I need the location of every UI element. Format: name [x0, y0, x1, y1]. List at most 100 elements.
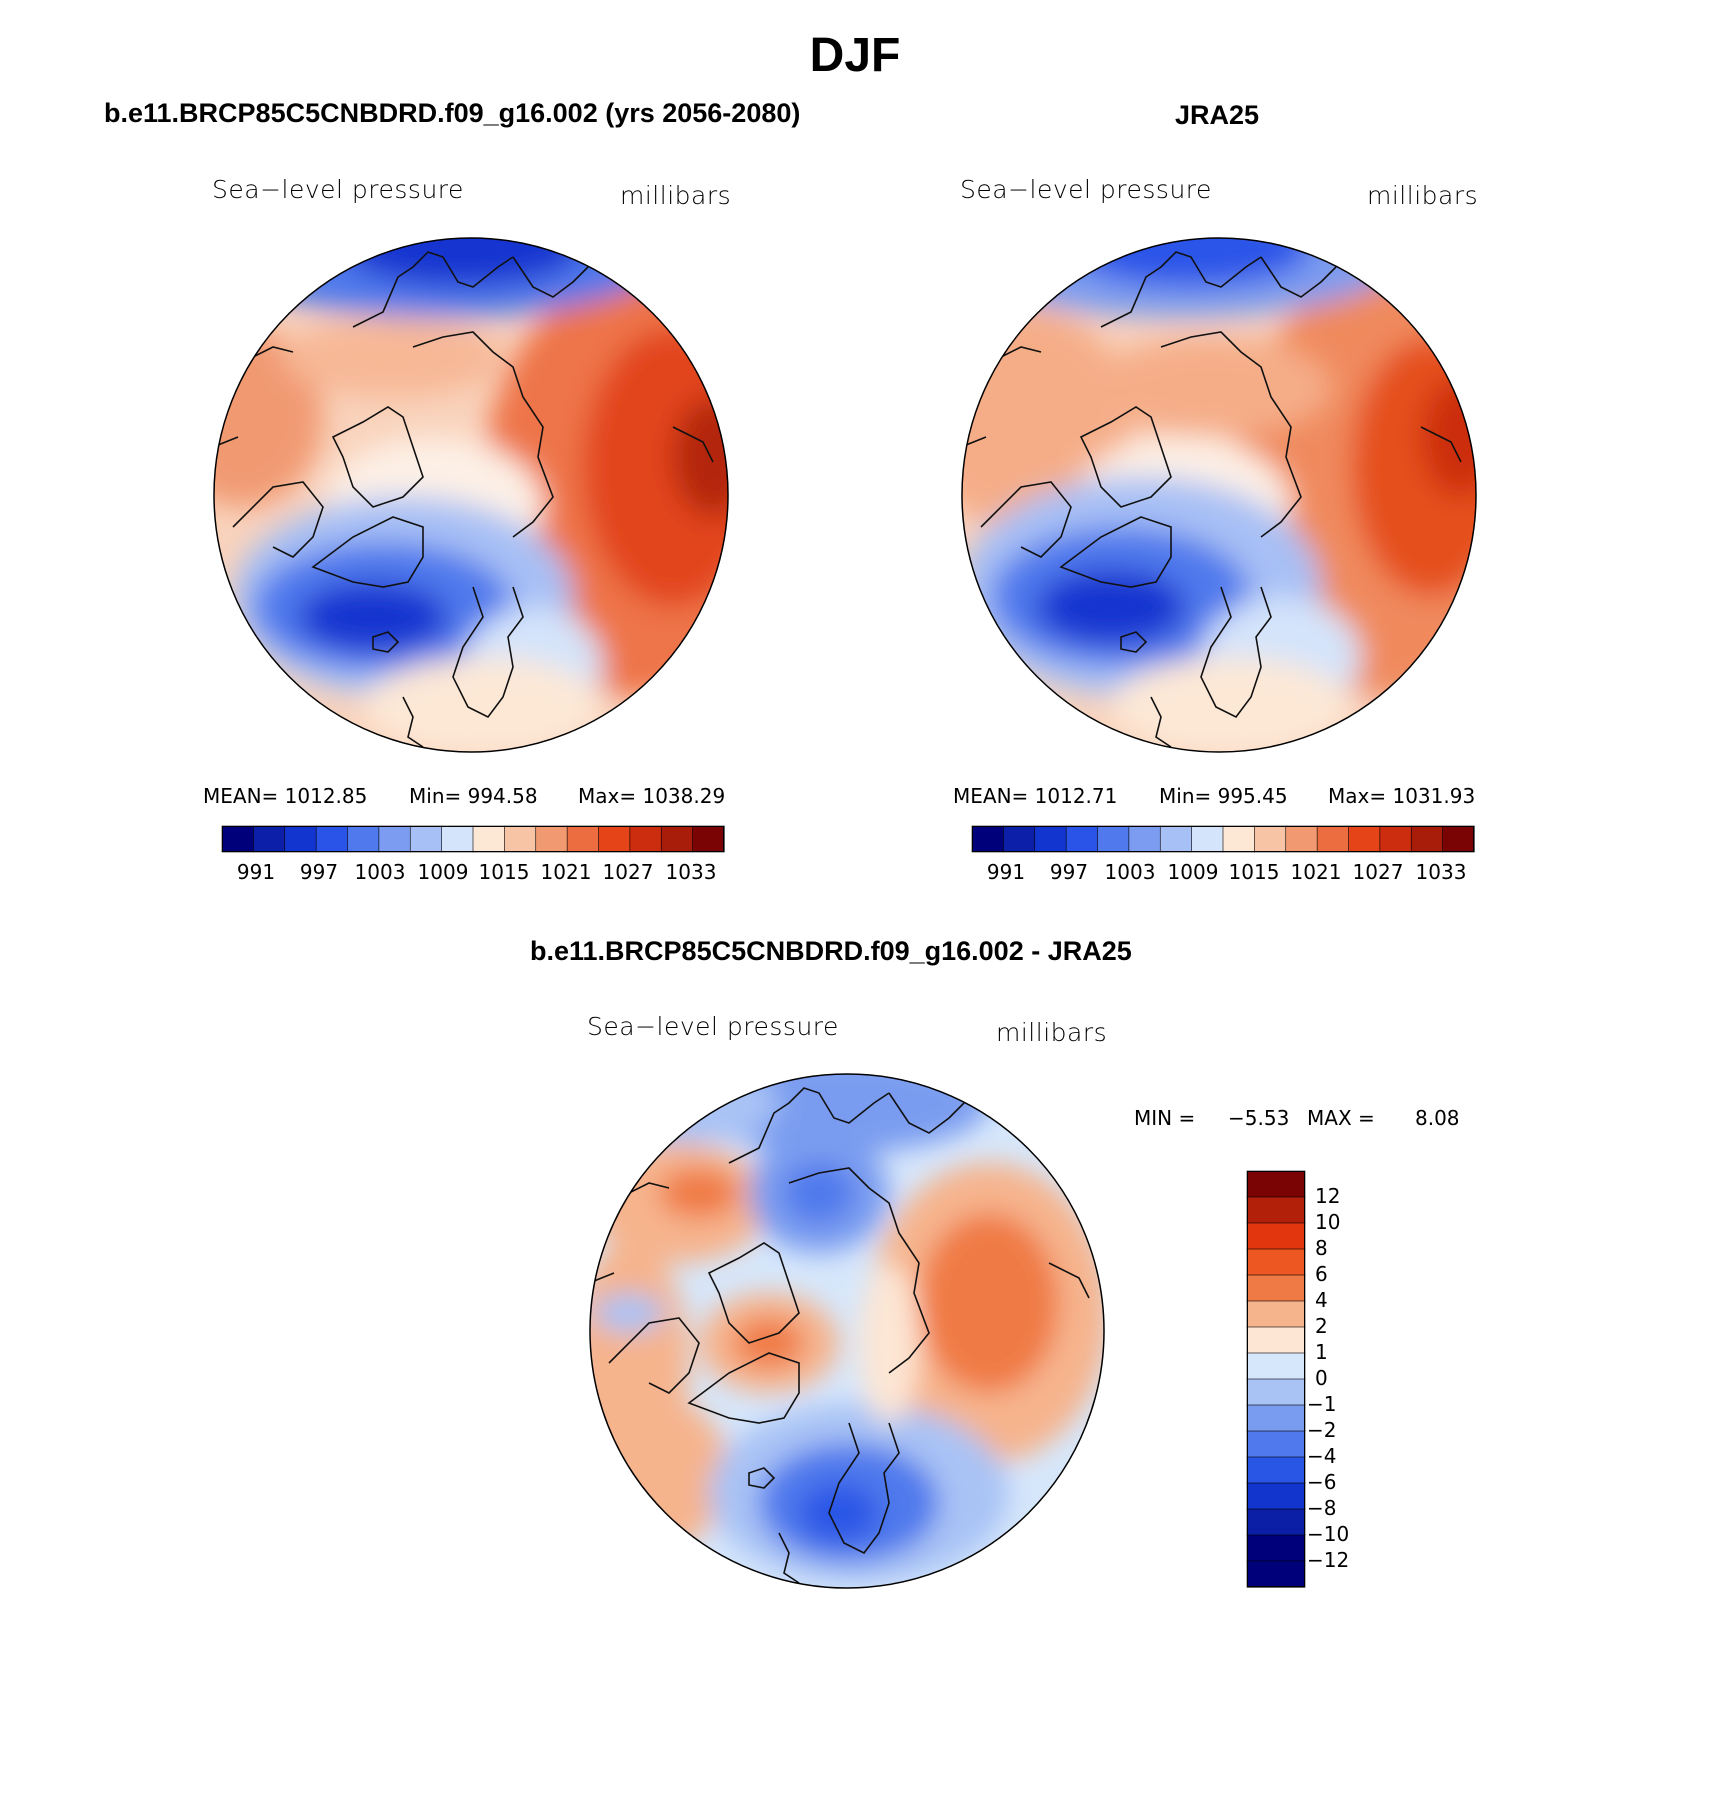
colorbar-swatch [1246, 1300, 1306, 1328]
colorbar-swatch [1159, 825, 1193, 853]
colorbar-swatch [1246, 1560, 1306, 1588]
tick-label: 1003 [354, 860, 406, 884]
colorbar-swatch [1222, 825, 1255, 853]
tick-label: −2 [1307, 1418, 1337, 1442]
colorbar-swatch [1246, 1196, 1306, 1224]
max-value-diff: 8.08 [1415, 1106, 1460, 1130]
tick-label: 991 [986, 860, 1026, 884]
colorbar-swatch [1348, 825, 1381, 853]
colorbar-swatch [535, 825, 568, 853]
colorbar-swatch [504, 825, 537, 853]
polar-map-diff [589, 1073, 1105, 1589]
tick-label: 1015 [478, 860, 530, 884]
colorbar-swatch [441, 825, 474, 853]
min-value-diff: −5.53 [1228, 1106, 1290, 1130]
tick-label: 2 [1315, 1314, 1328, 1338]
mean-stat-model: MEAN= 1012.85 [203, 784, 368, 808]
tick-label: −1 [1307, 1392, 1337, 1416]
tick-label: 997 [1049, 860, 1089, 884]
tick-label: 12 [1315, 1184, 1341, 1208]
colorbar-ticks-obs: 991 997 1003 1009 1015 1021 1027 1033 [972, 860, 1474, 886]
tick-label: 991 [236, 860, 276, 884]
colorbar-swatch [1246, 1482, 1306, 1510]
units-label-diff: millibars [996, 1018, 1108, 1047]
tick-label: −10 [1307, 1522, 1350, 1546]
polar-map-model [213, 237, 729, 753]
colorbar-swatch [378, 825, 411, 853]
tick-label: 1015 [1228, 860, 1280, 884]
max-stat-model: Max= 1038.29 [578, 784, 726, 808]
colorbar-obs [971, 825, 1475, 853]
colorbar-swatch [1065, 825, 1099, 853]
tick-label: 0 [1315, 1366, 1328, 1390]
tick-label: 1 [1315, 1340, 1328, 1364]
tick-label: 1033 [1415, 860, 1467, 884]
colorbar-swatch [1191, 825, 1224, 853]
colorbar-swatch [1316, 825, 1350, 853]
tick-label: 1003 [1104, 860, 1156, 884]
tick-label: −6 [1307, 1470, 1337, 1494]
colorbar-swatch [1246, 1404, 1306, 1432]
colorbar-swatch [629, 825, 662, 853]
min-label-diff: MIN = [1134, 1106, 1196, 1130]
colorbar-swatch [1003, 825, 1036, 853]
colorbar-swatch [1246, 1248, 1306, 1276]
min-stat-obs: Min= 995.45 [1159, 784, 1288, 808]
colorbar-ticks-diff: 12 10 8 6 4 2 1 0 −1 −2 −4 −6 −8 −10 −12 [1307, 1171, 1405, 1587]
colorbar-swatch [692, 825, 725, 853]
colorbar-swatch [1246, 1456, 1306, 1484]
colorbar-swatch [1246, 1352, 1306, 1380]
colorbar-swatch [315, 825, 349, 853]
tick-label: 1027 [1352, 860, 1404, 884]
colorbar-swatch [1285, 825, 1318, 853]
colorbar-swatch [1442, 825, 1475, 853]
units-label-obs: millibars [1367, 181, 1479, 210]
tick-label: 1009 [1167, 860, 1219, 884]
tick-label: 997 [299, 860, 339, 884]
panel-title-obs: JRA25 [1175, 100, 1260, 130]
tick-label: 1009 [417, 860, 469, 884]
tick-label: 1027 [602, 860, 654, 884]
colorbar-swatch [1246, 1222, 1306, 1250]
colorbar-swatch [971, 825, 1004, 853]
max-label-diff: MAX = [1307, 1106, 1375, 1130]
tick-label: 1021 [540, 860, 592, 884]
colorbar-swatch [1254, 825, 1287, 853]
tick-label: 1021 [1290, 860, 1342, 884]
mean-stat-obs: MEAN= 1012.71 [953, 784, 1118, 808]
colorbar-swatch [1246, 1508, 1306, 1536]
tick-label: 4 [1315, 1288, 1328, 1312]
colorbar-swatch [1410, 825, 1444, 853]
colorbar-model [221, 825, 725, 853]
colorbar-swatch [1246, 1274, 1306, 1302]
min-stat-model: Min= 994.58 [409, 784, 538, 808]
colorbar-swatch [284, 825, 317, 853]
colorbar-swatch [1246, 1170, 1306, 1198]
tick-label: −12 [1307, 1548, 1350, 1572]
colorbar-swatch [598, 825, 631, 853]
panel-title-diff: b.e11.BRCP85C5CNBDRD.f09_g16.002 - JRA25 [530, 936, 1132, 966]
colorbar-swatch [660, 825, 694, 853]
tick-label: 1033 [665, 860, 717, 884]
colorbar-swatch [253, 825, 286, 853]
colorbar-swatch [221, 825, 254, 853]
tick-label: −4 [1307, 1444, 1337, 1468]
variable-label-model: Sea−level pressure [212, 175, 464, 204]
colorbar-ticks-model: 991 997 1003 1009 1015 1021 1027 1033 [222, 860, 724, 886]
colorbar-swatch [1246, 1326, 1306, 1354]
colorbar-swatch [1034, 825, 1067, 853]
colorbar-swatch [409, 825, 443, 853]
panel-title-model: b.e11.BRCP85C5CNBDRD.f09_g16.002 (yrs 20… [104, 98, 801, 128]
tick-label: 6 [1315, 1262, 1328, 1286]
colorbar-swatch [472, 825, 505, 853]
variable-label-obs: Sea−level pressure [960, 175, 1212, 204]
colorbar-swatch [1128, 825, 1161, 853]
colorbar-swatch [1246, 1378, 1306, 1406]
tick-label: 10 [1315, 1210, 1341, 1234]
colorbar-swatch [347, 825, 380, 853]
variable-label-diff: Sea−level pressure [587, 1012, 839, 1041]
polar-map-obs [961, 237, 1477, 753]
colorbar-swatch [1246, 1430, 1306, 1458]
colorbar-swatch [1379, 825, 1412, 853]
tick-label: 8 [1315, 1236, 1328, 1260]
